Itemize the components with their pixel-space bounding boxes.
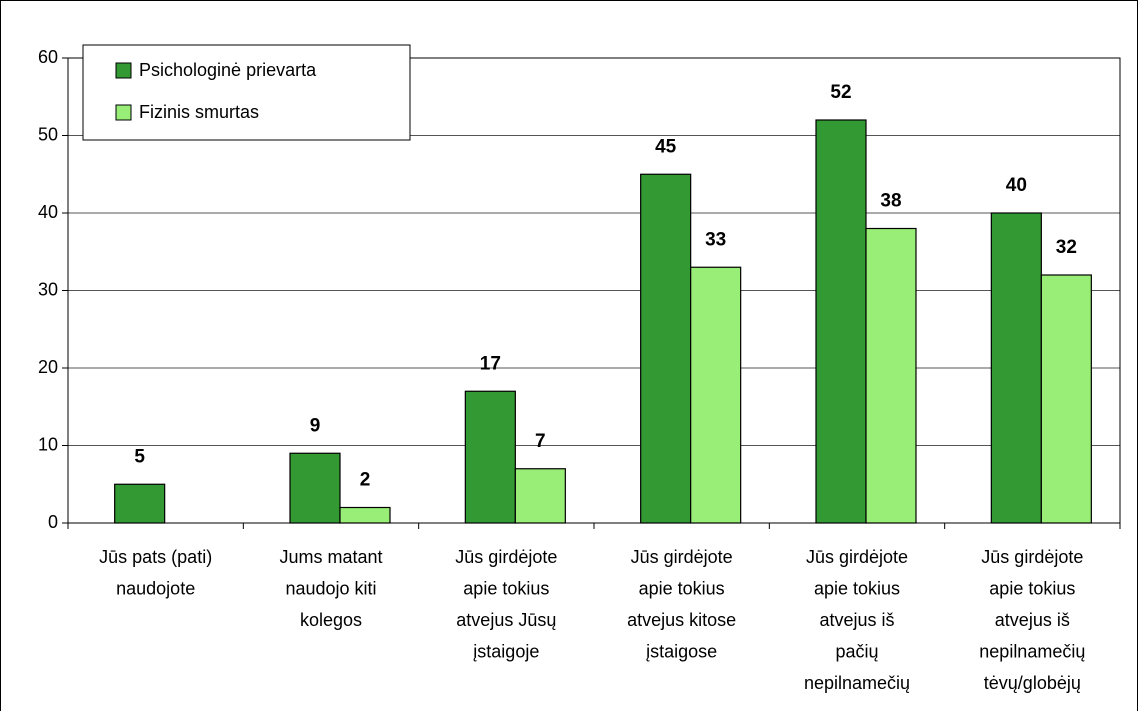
bar	[339, 506, 391, 524]
x-tick-label: Jūs girdėjote apie tokius atvejus Jūsų įsta…	[455, 547, 557, 662]
bar	[464, 390, 516, 524]
legend-swatch	[115, 62, 132, 79]
bar	[690, 266, 742, 524]
value-label: 17	[480, 353, 501, 374]
value-label: 7	[535, 431, 546, 452]
x-tick-label: Jūs girdėjote apie tokius atvejus iš nepiln…	[979, 547, 1085, 693]
value-label: 40	[1006, 175, 1027, 196]
y-tick-label: 10	[38, 434, 58, 454]
value-label: 2	[360, 470, 371, 491]
value-label: 45	[655, 136, 677, 157]
bar	[289, 452, 341, 524]
x-tick-label: Jums matant naudojo kiti kolegos	[279, 547, 382, 630]
value-label: 32	[1056, 237, 1077, 258]
y-tick-label: 60	[38, 47, 58, 67]
plot-border	[67, 57, 1121, 524]
y-tick-label: 30	[38, 279, 58, 299]
bar	[514, 468, 566, 524]
bar	[865, 227, 917, 524]
bar	[640, 173, 692, 524]
bar	[990, 212, 1042, 524]
value-label: 52	[830, 82, 851, 103]
y-tick-label: 20	[38, 357, 58, 377]
x-tick-label: Jūs girdėjote apie tokius atvejus kitose įs…	[627, 547, 736, 662]
x-tick-label: Jūs pats (pati) naudojote	[99, 547, 212, 599]
y-tick-label: 0	[48, 512, 58, 532]
y-tick-label: 40	[38, 202, 58, 222]
value-label: 38	[880, 191, 901, 212]
value-label: 9	[310, 415, 321, 436]
value-label: 5	[134, 446, 145, 467]
legend-label: Psichologinė prievarta	[139, 60, 317, 80]
bar	[1040, 274, 1092, 524]
x-tick-label: Jūs girdėjote apie tokius atvejus iš pačių n…	[804, 547, 910, 693]
legend-box	[82, 44, 411, 141]
value-label: 33	[705, 229, 726, 250]
legend-label: Fizinis smurtas	[139, 102, 259, 122]
bar	[114, 483, 166, 524]
bar	[815, 119, 867, 524]
y-tick-label: 50	[38, 124, 58, 144]
legend-swatch	[115, 104, 132, 121]
